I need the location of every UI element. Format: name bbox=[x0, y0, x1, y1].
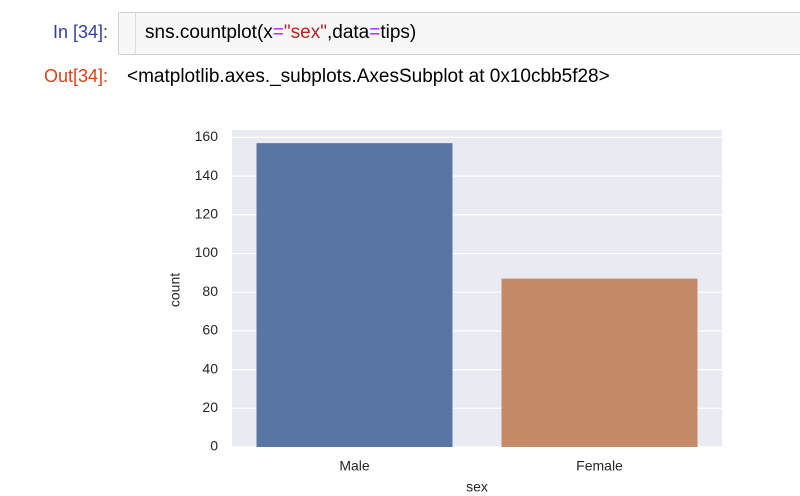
y-tick-label: 80 bbox=[202, 283, 218, 299]
y-tick-label: 60 bbox=[202, 322, 218, 338]
y-tick-label: 120 bbox=[195, 205, 219, 221]
y-tick-label: 100 bbox=[195, 244, 219, 260]
code-token: = bbox=[369, 22, 381, 43]
y-tick-label: 0 bbox=[210, 438, 218, 454]
code: sns.countplot(x="sex",data=tips) bbox=[145, 22, 416, 44]
x-tick-label: Female bbox=[576, 458, 623, 474]
y-tick-label: 140 bbox=[195, 167, 219, 183]
bar bbox=[256, 143, 453, 447]
input-prompt: In [34]: bbox=[52, 22, 108, 42]
gutter bbox=[135, 13, 136, 54]
x-tick-label: Male bbox=[339, 458, 370, 474]
code-token: sns.countplot(x bbox=[145, 22, 273, 43]
code-cell[interactable] bbox=[118, 12, 800, 55]
output-text: <matplotlib.axes._subplots.AxesSubplot a… bbox=[127, 66, 610, 87]
code-token: "sex" bbox=[283, 22, 327, 43]
y-tick-label: 160 bbox=[195, 128, 219, 144]
output-prompt: Out[34]: bbox=[43, 66, 108, 86]
code-token: ,data bbox=[326, 22, 370, 43]
y-tick-label: 20 bbox=[202, 399, 218, 415]
code-token: = bbox=[272, 22, 284, 43]
code-token: tips) bbox=[380, 22, 417, 43]
y-tick-label: 40 bbox=[202, 360, 218, 376]
bar bbox=[501, 278, 698, 447]
x-axis-label: sex bbox=[466, 479, 488, 495]
y-axis-label: count bbox=[167, 273, 183, 307]
